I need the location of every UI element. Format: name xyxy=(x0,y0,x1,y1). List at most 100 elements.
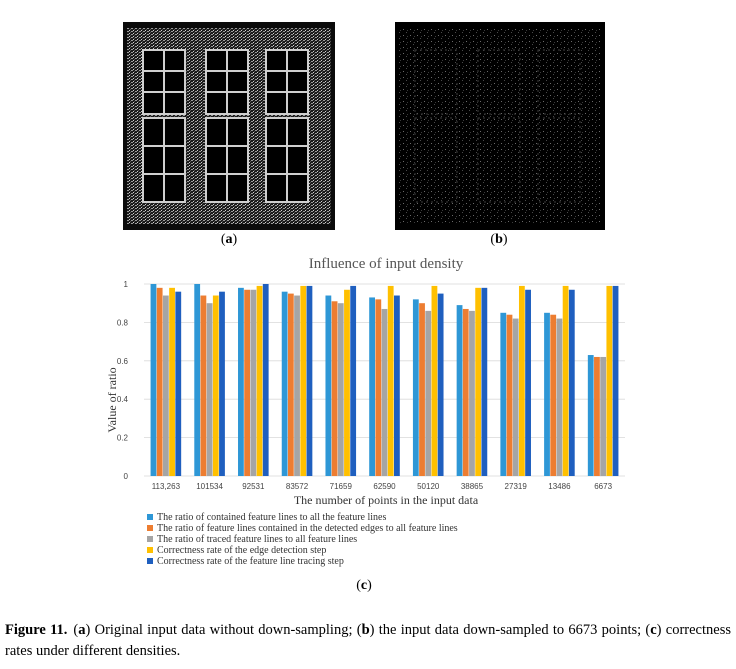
bar-2 xyxy=(506,314,513,476)
x-axis-title: The number of points in the input data xyxy=(294,493,479,507)
x-tick-label: 27319 xyxy=(505,482,528,491)
bar-4 xyxy=(606,285,613,476)
panel-a-label: (a) xyxy=(220,232,238,247)
bar-1 xyxy=(194,284,201,476)
bar-5 xyxy=(219,291,225,476)
x-tick-label: 6673 xyxy=(594,482,612,491)
bar-1 xyxy=(325,295,332,476)
legend-label: Correctness rate of the feature line tra… xyxy=(157,556,344,567)
legend-swatch xyxy=(147,525,153,531)
caption-part: ) correctness rates under different dens… xyxy=(5,622,731,659)
bar-4 xyxy=(518,285,525,476)
x-tick-label: 71659 xyxy=(330,482,353,491)
x-tick-label: 13486 xyxy=(548,482,571,491)
bar-5 xyxy=(525,289,531,476)
bar-3 xyxy=(250,289,257,476)
bar-5 xyxy=(350,285,357,476)
facade-point-cloud-dense xyxy=(127,28,331,224)
bar-4 xyxy=(169,287,175,476)
legend-label: The ratio of feature lines contained in … xyxy=(157,523,458,534)
bar-3 xyxy=(425,310,432,476)
bar-5 xyxy=(568,289,575,476)
x-tick-label: 113,263 xyxy=(152,482,181,491)
bar-4 xyxy=(475,287,482,476)
bar-2 xyxy=(244,289,251,476)
legend-swatch xyxy=(147,514,153,520)
legend-swatch xyxy=(147,558,153,564)
bar-5 xyxy=(175,291,182,476)
figure-caption: Figure 11. (a) Original input data withou… xyxy=(5,620,731,662)
bar-4 xyxy=(431,285,438,476)
chart-bars xyxy=(150,284,619,476)
bar-2 xyxy=(419,303,425,476)
panel-a-image xyxy=(123,22,335,230)
bar-2 xyxy=(462,308,469,476)
y-tick-label: 0.2 xyxy=(117,434,129,443)
panel-b-image xyxy=(395,22,605,230)
bar-3 xyxy=(337,303,344,476)
legend-label: Correctness rate of the edge detection s… xyxy=(157,545,326,556)
chart-title: Influence of input density xyxy=(309,256,464,272)
y-tick-label: 0.6 xyxy=(117,357,129,366)
caption-part: ( xyxy=(73,622,79,638)
bar-4 xyxy=(562,285,569,476)
bar-5 xyxy=(262,284,269,476)
caption-part: ) Original input data without down-sampl… xyxy=(85,622,362,638)
y-tick-label: 0.4 xyxy=(117,395,129,404)
x-tick-label: 62590 xyxy=(373,482,396,491)
x-tick-label: 83572 xyxy=(286,482,309,491)
y-tick-label: 1 xyxy=(124,280,129,289)
bar-3 xyxy=(381,308,388,476)
chart-ticks: 0 0.2 0.4 0.6 0.8 1 113,263 101534 92531 83572 716… xyxy=(117,280,613,491)
bar-2 xyxy=(156,287,163,476)
bar-1 xyxy=(281,291,288,476)
bar-1 xyxy=(544,312,550,476)
bar-2 xyxy=(331,301,338,476)
bar-1 xyxy=(500,312,507,476)
bar-2 xyxy=(287,293,294,476)
bar-5 xyxy=(394,295,400,476)
bar-1 xyxy=(150,284,157,476)
bar-3 xyxy=(294,295,300,476)
bar-4 xyxy=(212,295,219,476)
bar-3 xyxy=(600,356,607,476)
figure-number: Figure 11. xyxy=(5,622,68,638)
x-tick-label: 38865 xyxy=(461,482,484,491)
bar-2 xyxy=(594,356,600,476)
bar-3 xyxy=(512,318,519,476)
legend-label: The ratio of traced feature lines to all… xyxy=(157,534,357,545)
bar-4 xyxy=(387,285,394,476)
caption-letter-b: b xyxy=(361,622,370,638)
y-tick-label: 0.8 xyxy=(117,318,129,327)
bar-1 xyxy=(412,299,419,476)
bar-3 xyxy=(469,310,475,476)
bar-3 xyxy=(206,303,213,476)
bar-4 xyxy=(300,285,307,476)
bar-1 xyxy=(238,287,244,476)
y-axis-title: Value of ratio xyxy=(105,367,119,432)
panel-c-label: (c) xyxy=(356,578,372,593)
chart-svg: Influence of input density 0 0.2 0.4 0.6 0.8… xyxy=(105,256,625,567)
x-tick-label: 92531 xyxy=(242,482,265,491)
x-tick-label: 101534 xyxy=(196,482,223,491)
y-tick-label: 0 xyxy=(124,472,129,481)
panel-c-chart: Influence of input density 0 0.2 0.4 0.6 0.8… xyxy=(100,250,628,572)
bar-3 xyxy=(556,318,563,476)
chart-legend: The ratio of contained feature lines to … xyxy=(147,512,458,567)
x-tick-label: 50120 xyxy=(417,482,440,491)
bar-2 xyxy=(200,295,207,476)
legend-label: The ratio of contained feature lines to … xyxy=(157,512,386,523)
legend-swatch xyxy=(147,547,153,553)
bar-5 xyxy=(481,287,488,476)
bar-1 xyxy=(369,297,375,476)
caption-letter-c: c xyxy=(650,622,657,638)
panel-b-label: (b) xyxy=(490,232,508,247)
bar-1 xyxy=(587,355,594,476)
caption-letter-a: a xyxy=(78,622,86,638)
bar-2 xyxy=(375,299,382,476)
bar-5 xyxy=(612,285,619,476)
bar-4 xyxy=(344,289,350,476)
facade-point-cloud-sparse xyxy=(399,28,601,224)
legend-swatch xyxy=(147,536,153,542)
bar-2 xyxy=(550,314,557,476)
